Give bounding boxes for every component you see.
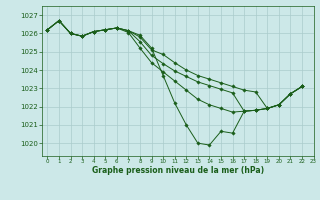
X-axis label: Graphe pression niveau de la mer (hPa): Graphe pression niveau de la mer (hPa) — [92, 166, 264, 175]
